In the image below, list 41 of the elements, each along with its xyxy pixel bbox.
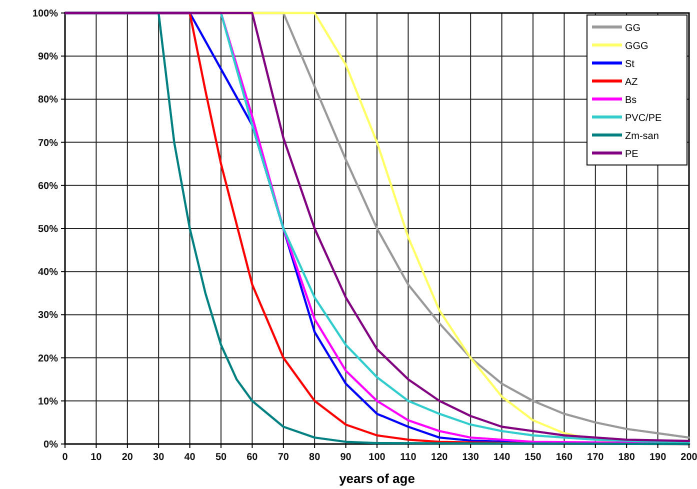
y-tick-label: 0% (44, 440, 58, 450)
legend-label: Zm-san (625, 131, 659, 142)
legend-label: St (625, 59, 635, 70)
y-tick-label: 90% (38, 52, 58, 63)
x-tick-label: 110 (400, 452, 417, 463)
x-tick-label: 130 (462, 452, 480, 463)
y-tick-label: 50% (38, 224, 58, 235)
x-tick-label: 40 (184, 452, 196, 463)
x-tick-label: 50 (215, 452, 227, 463)
x-tick-label: 30 (153, 452, 165, 463)
x-tick-label: 190 (649, 452, 667, 463)
legend-label: GG (625, 23, 641, 34)
legend-label: PE (625, 149, 639, 160)
x-tick-label: 80 (309, 452, 321, 463)
y-tick-label: 20% (38, 353, 58, 364)
y-tick-label: 100% (32, 8, 58, 20)
legend-label: PVC/PE (625, 113, 662, 124)
x-tick-label: 200 (680, 452, 697, 463)
legend-label: Bs (625, 95, 637, 106)
x-tick-label: 70 (278, 452, 290, 463)
legend-label: AZ (625, 77, 638, 88)
y-tick-label: 80% (38, 94, 58, 106)
x-tick-label: 170 (587, 452, 604, 463)
x-tick-label: 140 (493, 452, 511, 463)
x-tick-label: 180 (618, 452, 636, 463)
x-tick-label: 60 (246, 452, 258, 463)
x-tick-label: 160 (556, 452, 573, 463)
x-tick-label: 120 (431, 452, 448, 463)
x-tick-label: 0 (62, 452, 68, 463)
x-tick-label: 150 (524, 452, 542, 463)
y-tick-label: 10% (38, 396, 58, 408)
y-tick-label: 70% (38, 138, 58, 149)
x-tick-label: 20 (122, 452, 134, 463)
y-tick-label: 40% (38, 267, 58, 278)
x-axis-title: years of age (339, 471, 415, 486)
y-tick-label: 30% (38, 310, 58, 322)
x-tick-label: 90 (340, 452, 352, 463)
y-tick-label: 60% (38, 180, 58, 192)
legend-label: GGG (625, 41, 649, 52)
x-tick-label: 100 (368, 452, 386, 463)
x-tick-label: 10 (90, 452, 102, 463)
